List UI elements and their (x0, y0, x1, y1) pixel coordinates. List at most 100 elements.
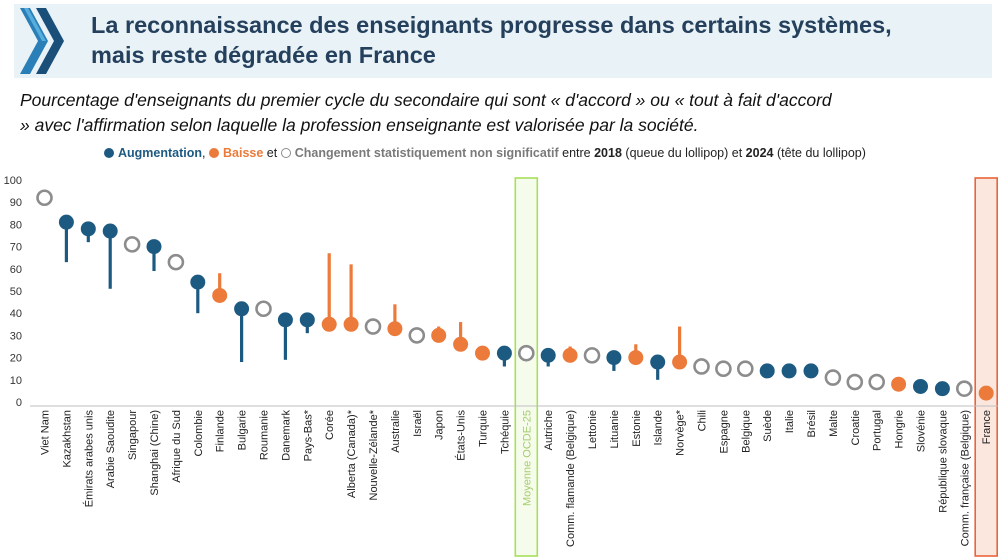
y-tick-label: 80 (10, 219, 22, 231)
legend-and2: et (731, 146, 743, 160)
lollipop-head-decrease (672, 354, 688, 370)
y-tick-label: 20 (10, 353, 22, 365)
x-tick-label: Singapour (127, 410, 139, 460)
legend-increase: Augmentation (118, 146, 203, 160)
lollipop-head-decrease (343, 316, 359, 332)
lollipop-head-decrease (212, 287, 228, 303)
lollipop-head-increase (299, 312, 315, 328)
x-tick-label: Italie (784, 410, 796, 433)
x-tick-label: Japon (434, 410, 446, 440)
lollipop-head-increase (277, 312, 293, 328)
x-tick-label: Roumanie (259, 410, 271, 460)
lollipop-head-increase (540, 347, 556, 363)
lollipop-head-not-significant (517, 344, 535, 362)
lollipop-head-not-significant (955, 380, 973, 397)
x-tick-label: Bulgarie (237, 410, 249, 450)
x-tick-label: Viet Nam (40, 410, 52, 455)
y-tick-label: 70 (10, 242, 22, 254)
legend-sep: , (202, 146, 206, 160)
lollipop-head-increase (781, 363, 797, 379)
x-tick-label: Autriche (543, 410, 555, 450)
increase-dot-icon (104, 148, 114, 158)
lollipop-head-increase (234, 301, 250, 317)
lollipop-head-decrease (562, 347, 578, 363)
lollipop-head-decrease (891, 376, 907, 392)
x-tick-label: Comm. française (Belgique) (959, 410, 971, 546)
lollipop-head-not-significant (868, 373, 886, 391)
title-line-2: mais reste dégradée en France (91, 42, 436, 68)
y-tick-label: 30 (10, 330, 22, 342)
x-tick-label: Tchéquie (499, 410, 511, 454)
chart-legend: Augmentation, Baisse et Changement stati… (104, 146, 984, 160)
x-tick-label: Danemark (280, 410, 292, 461)
x-tick-label: Belgique (740, 410, 752, 453)
lollipop-head-increase (650, 354, 666, 370)
legend-year-2024: 2024 (745, 146, 774, 160)
x-tick-label: Suède (762, 410, 774, 442)
y-tick-label: 10 (10, 375, 22, 387)
france-highlight-band (974, 177, 999, 557)
x-tick-label: États-Unis (455, 410, 468, 461)
x-tick-label: Shanghai (Chine) (149, 410, 161, 496)
lollipop-head-decrease (978, 385, 994, 401)
lollipop-head-increase (58, 214, 74, 230)
x-tick-label: Pays-Bas* (302, 409, 314, 461)
lollipop-head-not-significant (715, 360, 732, 378)
legend-head: (tête du lollipop) (776, 146, 866, 160)
y-tick-label: 100 (4, 175, 22, 187)
not-significant-circle-icon (280, 148, 291, 158)
x-tick-label: Arabie Saoudite (105, 410, 117, 488)
legend-decrease: Baisse (223, 146, 264, 160)
x-tick-label: Alberta (Canada)* (346, 409, 358, 498)
legend-year-2018: 2018 (594, 146, 622, 160)
x-tick-label: Comm. flamande (Belgique) (565, 410, 577, 547)
lollipop-head-decrease (453, 336, 469, 352)
x-tick-label: Norvège* (675, 409, 687, 456)
x-tick-label: Kazakhstan (61, 410, 73, 467)
x-tick-label: Chili (697, 410, 709, 431)
x-tick-label: Corée (324, 410, 336, 440)
lollipop-head-decrease (321, 316, 337, 332)
lollipop-head-not-significant (583, 347, 601, 364)
lollipop-head-increase (496, 345, 512, 361)
lollipop-head-decrease (387, 321, 403, 337)
lollipop-head-increase (146, 239, 162, 255)
legend-and: et (266, 146, 278, 160)
legend-between: entre (562, 146, 591, 160)
oecd-logo-icon (20, 8, 64, 74)
x-tick-label: Brésil (806, 410, 818, 438)
x-tick-label: Moyenne OCDE-25 (521, 410, 533, 506)
x-tick-label: Slovénie (916, 410, 928, 452)
y-tick-label: 60 (10, 264, 22, 276)
lollipop-head-decrease (431, 327, 447, 343)
x-tick-label: Estonie (631, 410, 643, 447)
x-tick-label: Espagne (718, 410, 730, 453)
lollipop-head-increase (913, 378, 928, 394)
x-tick-label: Nouvelle-Zélande* (368, 409, 380, 500)
lollipop-head-not-significant (736, 360, 754, 378)
lollipop-head-not-significant (123, 236, 141, 253)
x-tick-label: Lettonie (587, 410, 599, 449)
x-tick-label: France (981, 410, 993, 444)
title-banner (14, 4, 992, 78)
x-tick-label: Finlande (215, 410, 227, 452)
subtitle-line-1: Pourcentage d'enseignants du premier cyc… (20, 90, 832, 110)
x-tick-label: Islande (653, 410, 665, 445)
decrease-dot-icon (209, 148, 219, 158)
y-tick-label: 0 (16, 397, 22, 409)
legend-not-significant: Changement statistiquement non significa… (294, 146, 559, 160)
lollipop-head-not-significant (36, 189, 53, 207)
x-tick-label: République slovaque (937, 410, 949, 513)
lollipop-head-not-significant (693, 358, 710, 375)
lollipop-head-not-significant (364, 318, 382, 335)
lollipop-head-increase (934, 381, 950, 397)
subtitle-line-2: » avec l'affirmation selon laquelle la p… (20, 115, 699, 135)
legend-tail: (queue du lollipop) (625, 146, 729, 160)
x-tick-label: Hongrie (894, 410, 906, 449)
lollipop-head-not-significant (255, 300, 272, 318)
x-tick-label: Israël (412, 410, 424, 437)
y-tick-label: 40 (10, 308, 22, 320)
lollipop-head-increase (190, 274, 206, 290)
oecd-average-highlight-band (514, 177, 539, 557)
